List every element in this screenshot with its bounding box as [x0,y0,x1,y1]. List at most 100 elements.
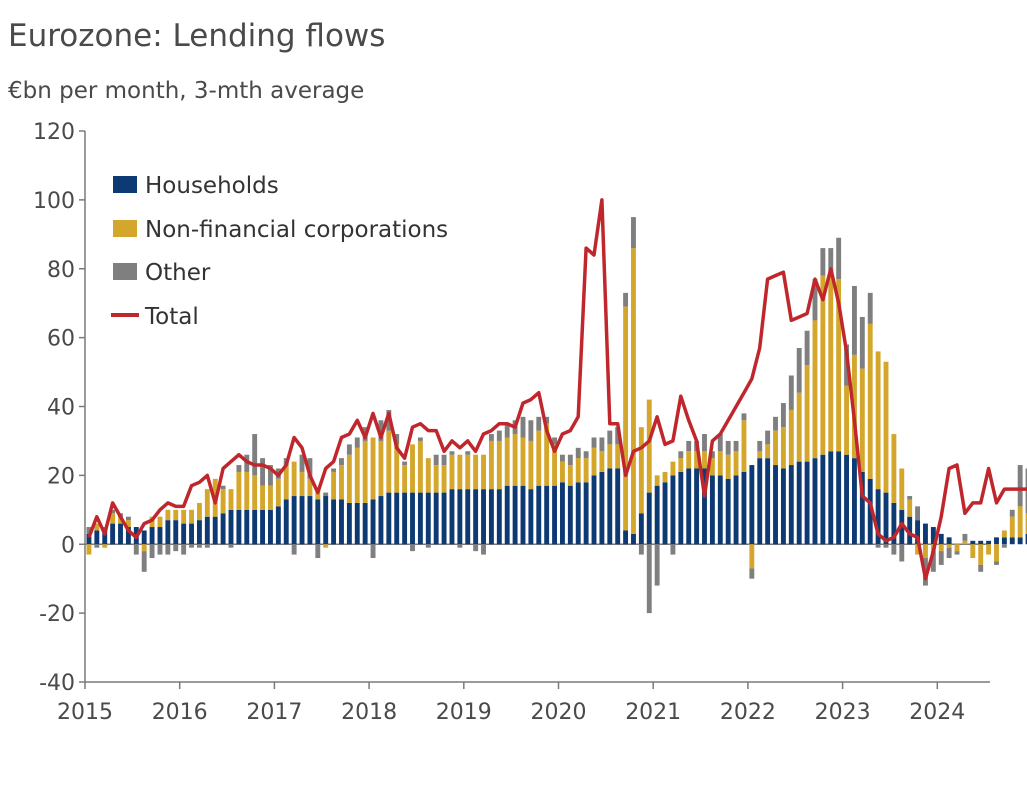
bar-segment [907,499,913,517]
bar-segment [623,306,629,531]
bar-segment [702,451,707,469]
bar-segment [354,437,360,448]
bar-segment [283,465,289,500]
bar-segment [275,478,281,507]
bar-segment [702,468,707,545]
bar-segment [110,523,116,545]
bar-segment [788,465,794,545]
bar-segment [228,544,234,548]
bar-segment [1025,468,1027,514]
bar-segment [236,509,242,545]
bar-segment [623,292,629,307]
bar-segment [236,465,242,472]
x-tick-label: 2020 [531,700,587,725]
bar-segment [836,237,842,280]
bar-segment [496,489,502,545]
bar-segment [591,447,597,476]
y-tick-label: 0 [61,533,75,558]
bar-segment [646,399,652,493]
bar-segment [631,533,636,545]
bar-segment [915,520,921,545]
bar-segment [1001,544,1007,548]
bar-segment [433,465,439,493]
bar-segment [354,447,360,503]
bar-segment [552,437,558,445]
bar-segment [804,330,810,366]
y-tick-label: 80 [47,258,75,283]
bar-segment [599,437,605,452]
bar-segment [244,509,250,545]
bar-segment [433,492,439,545]
bar-segment [631,217,636,249]
bar-segment [575,482,581,545]
bar-segment [481,454,486,490]
bar-segment [504,423,510,438]
bar-segment [749,465,755,545]
bar-segment [986,540,992,545]
bar-segment [528,489,534,545]
bar-segment [796,392,802,462]
bar-segment [520,416,526,438]
bar-segment [189,544,194,548]
bar-segment [946,544,952,548]
bar-segment [812,458,818,545]
bar-segment [544,416,550,424]
bar-segment [662,482,668,545]
bar-segment [883,361,889,493]
bar-segment [567,485,573,545]
bar-segment [970,540,976,545]
bar-segment [875,489,881,545]
bar-segment [536,430,542,486]
bar-segment [86,527,92,534]
y-tick-label: 100 [33,189,75,214]
bar-segment [962,533,968,541]
bar-segment [765,458,771,545]
bar-segment [836,451,842,545]
bar-segment [386,430,392,493]
bar-segment [773,430,778,466]
bar-segment [441,465,447,493]
bar-segment [607,444,613,469]
x-tick-label: 2021 [625,700,681,725]
chart-title: Eurozone: Lending flows [8,18,386,54]
bar-segment [339,499,344,545]
bar-segment [86,544,92,555]
bar-segment [559,461,565,483]
bar-segment [323,492,329,497]
bar-segment [804,461,810,545]
bar-segment [165,509,171,521]
y-tick-label: 60 [47,327,75,352]
bar-segment [694,468,700,545]
bar-segment [268,485,273,510]
bar-segment [615,427,621,445]
bar-segment [891,434,897,503]
bar-segment [228,489,234,510]
bar-segment [544,423,550,486]
bar-segment [370,437,376,500]
bar-segment [133,544,139,555]
bar-segment [141,530,147,545]
bar-segment [125,520,131,528]
bar-segment [457,454,463,490]
y-tick-label: 20 [47,464,75,489]
bar-segment [678,451,684,459]
bar-segment [638,513,644,545]
bar-segment [883,492,889,545]
bar-segment [94,544,100,548]
bar-segment [189,509,194,524]
bar-segment [268,465,273,486]
bar-segment [410,492,415,545]
bar-segment [260,509,266,545]
bar-segment [102,544,108,548]
bar-segment [725,454,731,479]
bar-segment [402,492,408,545]
bar-segment [331,468,337,472]
bar-segment [575,447,581,459]
bar-segment [354,502,360,545]
bar-segment [417,437,423,441]
bar-segment [899,468,905,510]
bar-segment [741,413,747,421]
bar-segment [196,502,202,521]
bar-segment [780,468,786,545]
bar-segment [449,451,455,455]
